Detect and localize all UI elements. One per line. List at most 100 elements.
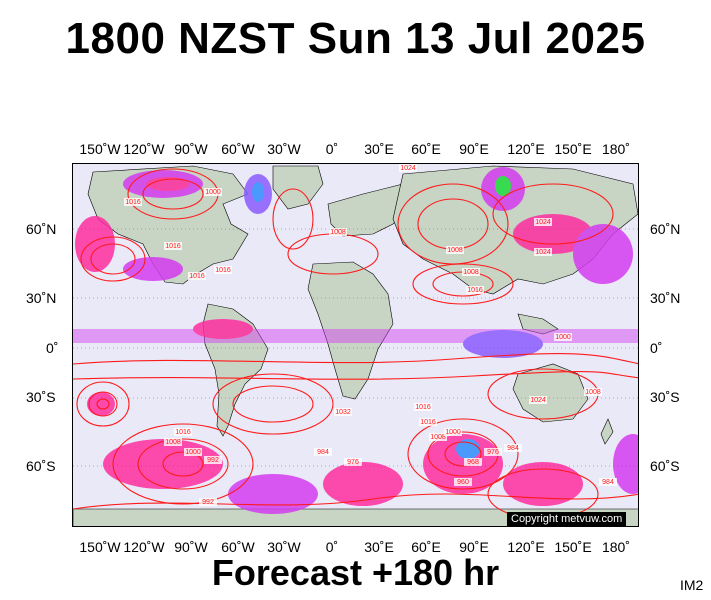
isobar-label: 1008: [330, 229, 346, 236]
forecast-hour-label: Forecast +180 hr: [211, 552, 500, 593]
lon-tick-bottom: 30˚E: [364, 539, 394, 555]
lon-tick-top: 90˚E: [459, 141, 489, 157]
isobar: [73, 493, 638, 510]
lon-tick-bottom: 90˚W: [174, 539, 208, 555]
isobar-label-background: [204, 456, 222, 464]
lon-tick-bottom: 180˚: [601, 539, 631, 555]
isobar-label: 1024: [400, 165, 416, 172]
lon-tick-top: 180˚: [601, 141, 631, 157]
rain-patch: [495, 176, 511, 196]
rain-patch: [228, 474, 318, 514]
isobar: [73, 353, 638, 365]
rain-patch: [87, 392, 115, 416]
isobar-label: 1024: [530, 397, 546, 404]
land-greenland: [272, 165, 324, 210]
isobar: [232, 385, 314, 423]
lon-tick-top: 30˚W: [267, 141, 301, 157]
isobar-label: 992: [202, 499, 214, 506]
isobar-label-background: [454, 478, 472, 486]
lon-tick-bottom: 60˚E: [411, 539, 441, 555]
isobar-label-background: [444, 428, 462, 436]
isobar-label: 1016: [215, 267, 231, 274]
isobar-label: 968: [467, 459, 479, 466]
lon-tick-top: 60˚E: [411, 141, 441, 157]
image-id-label: IM2: [680, 577, 704, 593]
rain-patch: [503, 462, 583, 506]
lon-tick-top: 120˚E: [507, 141, 545, 157]
isobar-label-background: [584, 388, 602, 396]
isobar-label-background: [466, 286, 484, 294]
rain-patch: [513, 214, 593, 254]
isobar-label: 1008: [165, 439, 181, 446]
isobar-label-background: [184, 448, 202, 456]
rain-patch: [75, 216, 115, 272]
isobar-label: 1008: [463, 269, 479, 276]
lon-tick-bottom: 150˚E: [554, 539, 592, 555]
isobar: [444, 441, 482, 467]
lon-tick-top: 90˚W: [174, 141, 208, 157]
isobar-label-background: [214, 266, 232, 274]
isobar: [212, 373, 334, 435]
isobar-label-background: [334, 408, 352, 416]
isobar-label: 1000: [205, 189, 221, 196]
isobar-label: 1000: [185, 449, 201, 456]
rain-patch: [252, 182, 264, 202]
isobar-labels: 1024 1016 1008 1008 1008 1016 1016 1016 1016 1000…: [124, 164, 617, 506]
rain-patch: [193, 319, 253, 339]
isobar-label: 1016: [420, 419, 436, 426]
land-antarctica: [73, 508, 638, 526]
lon-tick-top: 120˚W: [123, 141, 165, 157]
lat-tick-left: 0˚: [46, 340, 59, 356]
lon-tick-bottom: 150˚W: [79, 539, 121, 555]
lat-tick-right: 60˚S: [650, 458, 680, 474]
rain-patch: [123, 257, 183, 281]
lon-tick-top: 150˚W: [79, 141, 121, 157]
land-indonesia: [517, 313, 559, 335]
isobar-label: 1008: [585, 389, 601, 396]
isobar-label-background: [204, 188, 222, 196]
isobar-label: 1016: [467, 287, 483, 294]
weather-map-canvas: 1024 1016 1008 1008 1008 1016 1016 1016 1016 1000…: [73, 164, 638, 526]
isobar-label: 1024: [535, 249, 551, 256]
isobar: [407, 418, 519, 490]
isobar-label-background: [599, 478, 617, 486]
lon-tick-bottom: 120˚W: [123, 539, 165, 555]
lon-tick-bottom: 0˚: [325, 539, 339, 555]
isobar-label-background: [314, 448, 332, 456]
lat-tick-left: 30˚S: [26, 389, 56, 405]
isobar-label: 1016: [415, 404, 431, 411]
isobar-label: 1000: [445, 429, 461, 436]
isobar-label-background: [124, 198, 142, 206]
isobar: [492, 183, 614, 245]
isobar-label: 1000: [555, 334, 571, 341]
isobar-label: 1008: [430, 434, 446, 441]
isobar: [137, 438, 229, 490]
isobar-label: 1016: [175, 429, 191, 436]
isobar-label: 976: [487, 449, 499, 456]
isobar: [112, 423, 254, 505]
lat-tick-right: 30˚S: [650, 389, 680, 405]
lon-tick-top: 30˚E: [364, 141, 394, 157]
isobar-label: 1032: [335, 409, 351, 416]
isobar-label-background: [534, 218, 552, 226]
isobar: [76, 381, 130, 427]
lat-tick-left: 60˚S: [26, 458, 56, 474]
isobar-label-background: [174, 428, 192, 436]
graticule: [73, 228, 638, 467]
rain-patch: [613, 434, 638, 494]
isobar-label-background: [199, 498, 217, 506]
lat-tick-left: 30˚N: [26, 290, 57, 306]
lon-tick-bottom: 120˚E: [507, 539, 545, 555]
lat-tick-right: 30˚N: [650, 290, 681, 306]
rain-patch: [463, 330, 543, 358]
isobar: [80, 236, 146, 282]
isobar: [90, 243, 136, 275]
isobar: [412, 263, 514, 305]
rain-patch: [146, 177, 190, 191]
isobar-label-background: [329, 228, 347, 236]
isobar-label-background: [344, 458, 362, 466]
lon-tick-top: 0˚: [325, 141, 339, 157]
isobar-label-background: [164, 242, 182, 250]
weather-map: 1024 1016 1008 1008 1008 1016 1016 1016 1016 1000…: [72, 163, 639, 527]
isobar-label-background: [504, 444, 522, 452]
